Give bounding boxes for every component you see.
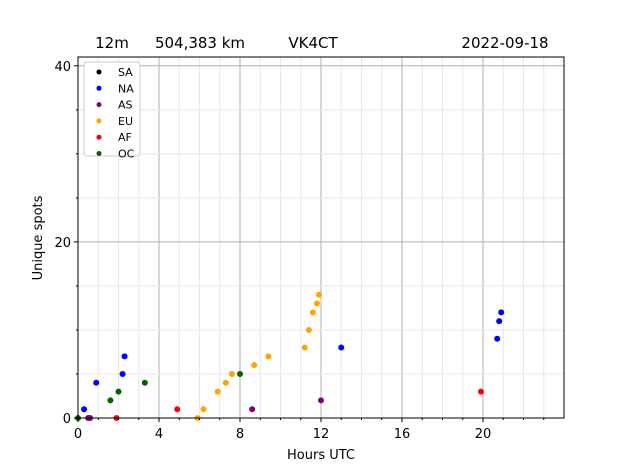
point-af (174, 406, 181, 413)
title-band: 12m (95, 34, 129, 52)
legend-label: AS (118, 99, 133, 112)
point-eu (301, 344, 308, 351)
legend-box (83, 61, 141, 157)
legend-marker (96, 118, 102, 124)
legend-label: SA (118, 66, 133, 79)
legend: SA NA AS EU AF OC (83, 61, 141, 161)
point-na (119, 370, 126, 377)
legend-marker (96, 102, 102, 108)
point-na (494, 335, 501, 342)
point-af (477, 388, 484, 395)
legend-marker (96, 85, 102, 91)
point-na (93, 379, 100, 386)
point-na (496, 318, 503, 325)
x-tick-label: 16 (394, 427, 411, 442)
point-oc (107, 397, 114, 404)
point-eu (313, 300, 320, 307)
y-tick-label: 40 (54, 60, 71, 75)
point-eu (200, 406, 207, 413)
x-tick-label: 4 (155, 427, 163, 442)
point-eu (228, 370, 235, 377)
point-eu (265, 353, 272, 360)
legend-label: NA (118, 82, 134, 95)
point-na (121, 353, 128, 360)
title-callsign: VK4CT (288, 34, 338, 52)
point-as (318, 397, 324, 404)
legend-label: EU (118, 115, 133, 128)
point-na (338, 344, 345, 351)
legend-marker (96, 151, 102, 156)
point-eu (214, 388, 221, 395)
point-eu (315, 291, 322, 298)
point-na (81, 406, 88, 413)
point-oc (237, 370, 243, 377)
point-as (249, 406, 256, 413)
point-oc (141, 379, 148, 386)
title-distance: 504,383 km (155, 34, 245, 52)
legend-label: AF (118, 131, 132, 144)
point-eu (251, 362, 258, 369)
y-axis-label: Unique spots (31, 195, 46, 280)
x-tick-label: 8 (236, 427, 244, 442)
legend-label: OC (118, 148, 135, 161)
y-tick-label: 0 (63, 412, 71, 427)
y-tick-label: 20 (54, 236, 71, 251)
title-date: 2022-09-18 (461, 34, 548, 52)
x-tick-label: 20 (475, 427, 492, 442)
x-tick-label: 12 (313, 427, 330, 442)
x-tick-label: 0 (74, 427, 82, 442)
point-eu (222, 379, 229, 386)
point-na (498, 309, 505, 316)
point-eu (305, 326, 312, 333)
x-axis-label: Hours UTC (287, 448, 355, 463)
legend-marker (96, 69, 102, 75)
point-oc (115, 388, 122, 395)
legend-marker (96, 134, 102, 140)
point-eu (309, 309, 316, 316)
